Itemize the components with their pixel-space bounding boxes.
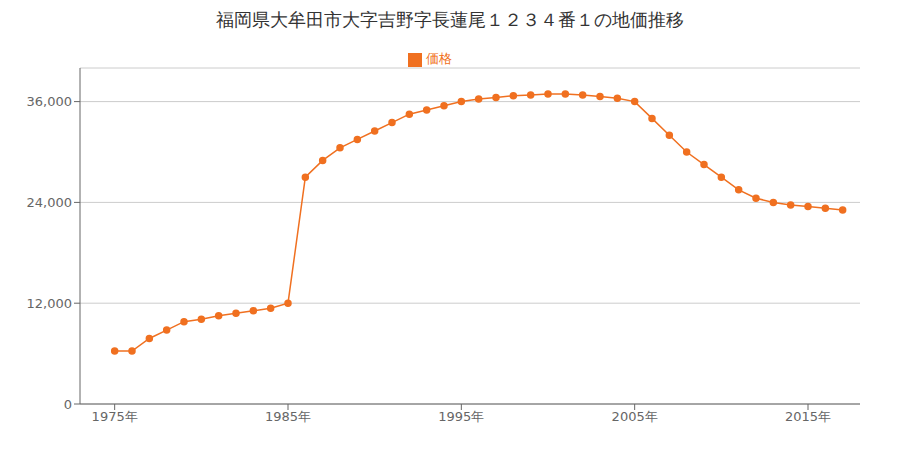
svg-text:2005年: 2005年 xyxy=(612,409,658,424)
svg-text:12,000: 12,000 xyxy=(27,296,73,311)
svg-text:1975年: 1975年 xyxy=(92,409,138,424)
html-text:価格: 価格 xyxy=(426,51,452,66)
svg-text:1985年: 1985年 xyxy=(265,409,311,424)
svg-text:2015年: 2015年 xyxy=(785,409,831,424)
svg-text:0: 0 xyxy=(64,397,72,412)
html-text:福岡県大牟田市大字吉野字長蓮尾１２３４番１の地価推移: 福岡県大牟田市大字吉野字長蓮尾１２３４番１の地価推移 xyxy=(216,9,684,30)
svg-text:36,000: 36,000 xyxy=(27,94,73,109)
svg-text:1995年: 1995年 xyxy=(438,409,484,424)
svg-text:24,000: 24,000 xyxy=(27,195,73,210)
